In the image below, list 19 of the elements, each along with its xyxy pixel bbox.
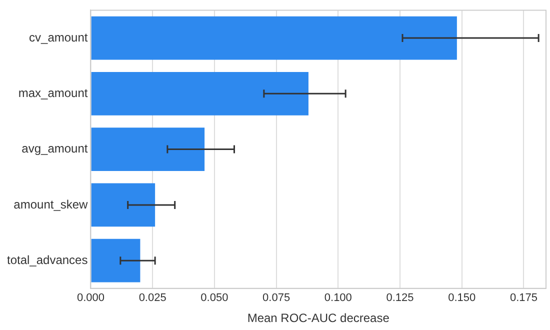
y-tick-label: amount_skew — [14, 197, 88, 212]
y-tick-label: max_amount — [18, 86, 88, 100]
x-tick-label: 0.150 — [448, 292, 476, 304]
x-tick-label: 0.175 — [510, 292, 538, 304]
x-tick-label: 0.100 — [324, 292, 352, 304]
y-tick-label: cv_amount — [29, 30, 88, 44]
bar — [91, 16, 457, 60]
bar — [91, 183, 156, 227]
bar — [91, 72, 308, 116]
y-tick-label: total_advances — [6, 252, 88, 267]
y-tick-label: avg_amount — [22, 142, 88, 156]
x-tick-label: 0.125 — [386, 292, 414, 304]
x-tick-label: 0.025 — [138, 292, 166, 304]
x-tick-label: 0.050 — [200, 292, 228, 304]
x-tick-label: 0.075 — [262, 292, 290, 304]
bar — [91, 128, 205, 171]
bar — [91, 238, 140, 282]
x-axis-title: Mean ROC-AUC decrease — [247, 311, 390, 326]
x-tick-label: 0.000 — [76, 292, 104, 304]
